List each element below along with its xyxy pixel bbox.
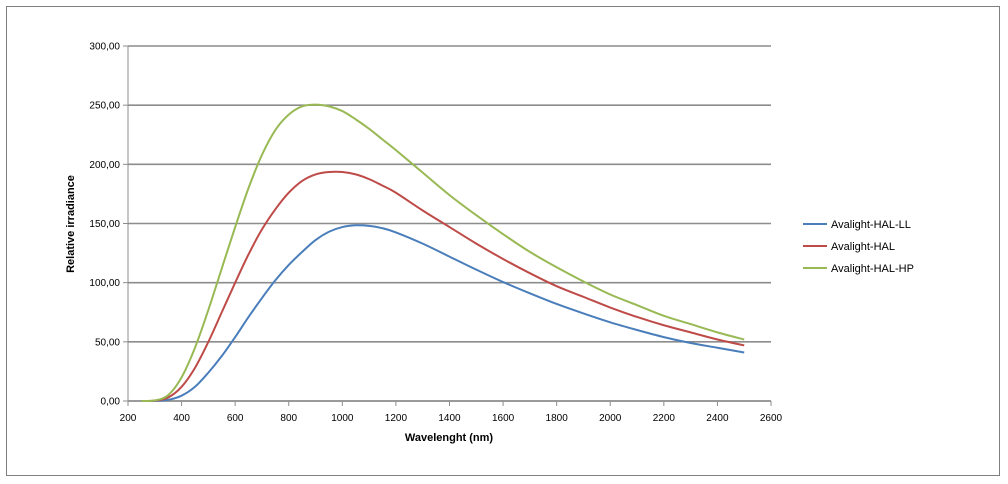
y-tick-label: 50,00 (95, 337, 120, 348)
x-tick-label: 2600 (760, 413, 783, 424)
y-tick-label: 300,00 (89, 42, 120, 53)
chart-frame (6, 6, 1000, 476)
y-tick-label: 200,00 (89, 160, 120, 171)
x-tick-label: 2200 (653, 413, 676, 424)
x-tick-label: 600 (227, 413, 244, 424)
x-tick-label: 2400 (706, 413, 729, 424)
x-tick-label: 800 (280, 413, 297, 424)
legend-label-1: Avalight-HAL (831, 241, 895, 253)
x-tick-label: 1600 (492, 413, 515, 424)
y-axis-title: Relative irradiance (65, 175, 77, 273)
x-axis-title: Wavelenght (nm) (405, 432, 494, 444)
y-tick-label: 100,00 (89, 278, 120, 289)
legend-label-2: Avalight-HAL-HP (831, 263, 914, 275)
series-line-2 (141, 103, 745, 403)
series-line-0 (141, 224, 745, 403)
x-tick-label: 1000 (331, 413, 354, 424)
x-tick-label: 1800 (546, 413, 569, 424)
x-tick-label: 400 (173, 413, 190, 424)
x-tick-label: 2000 (599, 413, 622, 424)
legend-label-0: Avalight-HAL-LL (831, 219, 911, 231)
y-tick-label: 250,00 (89, 101, 120, 112)
x-tick-label: 200 (120, 413, 137, 424)
x-tick-label: 1400 (438, 413, 461, 424)
x-tick-label: 1200 (385, 413, 408, 424)
y-tick-label: 150,00 (89, 219, 120, 230)
y-tick-label: 0,00 (101, 397, 121, 408)
series-line-1 (141, 170, 745, 403)
